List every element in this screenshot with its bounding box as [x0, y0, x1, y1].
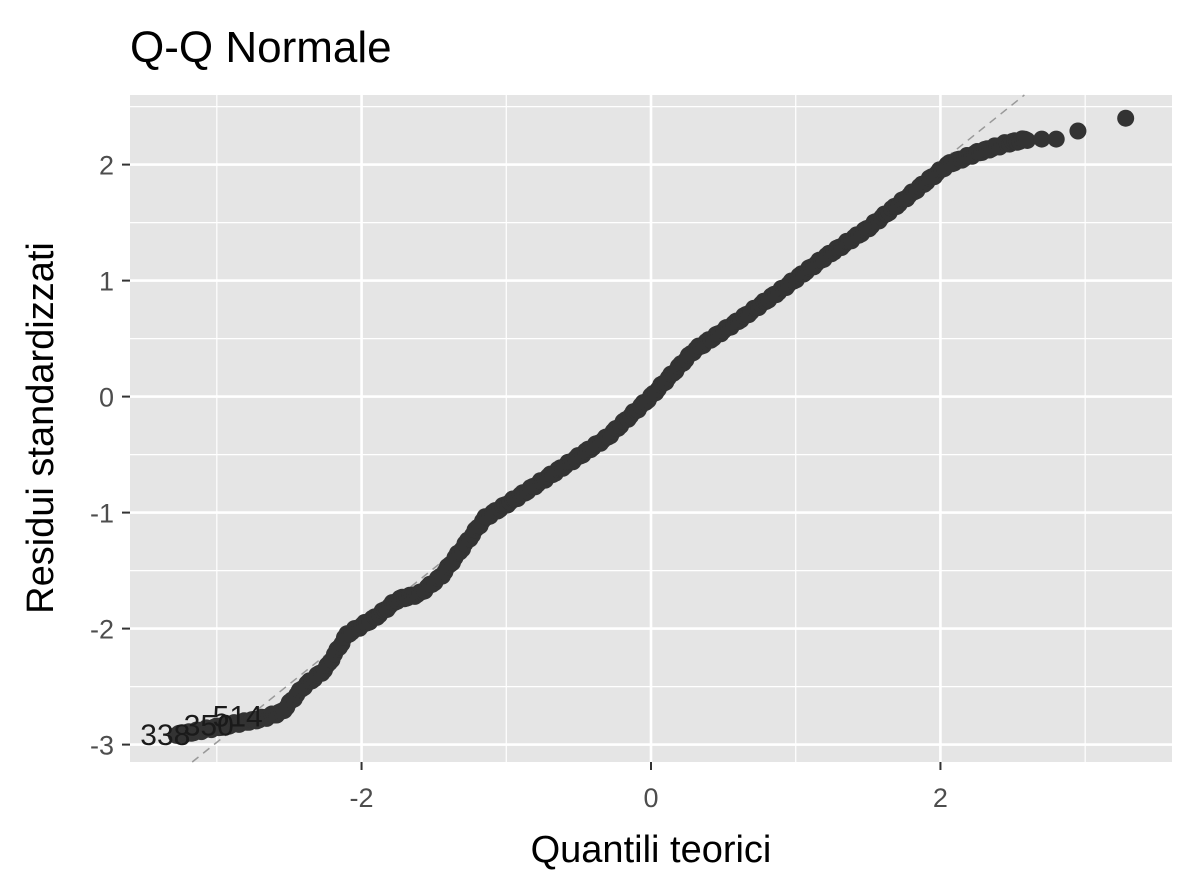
- data-point: [1047, 130, 1065, 148]
- point-label: 514: [213, 700, 263, 733]
- data-point: [1069, 122, 1087, 140]
- y-axis-ticks: -3 -2 -1 0 1 2: [90, 151, 130, 761]
- data-point: [1033, 130, 1051, 148]
- x-tick-label: 0: [643, 783, 658, 813]
- y-tick-label: 2: [99, 151, 114, 181]
- x-tick-label: -2: [350, 783, 374, 813]
- data-points: [167, 109, 1135, 744]
- y-tick-label: 0: [99, 383, 114, 413]
- y-tick-label: -3: [90, 731, 114, 761]
- data-point: [1018, 131, 1036, 149]
- x-axis-ticks: -2 0 2: [350, 762, 948, 813]
- x-axis-title: Quantili teorici: [531, 829, 772, 871]
- y-tick-label: -2: [90, 615, 114, 645]
- point-label: 338: [140, 719, 190, 752]
- chart-title: Q-Q Normale: [130, 23, 392, 72]
- x-tick-label: 2: [933, 783, 948, 813]
- y-tick-label: 1: [99, 267, 114, 297]
- point-label: 350: [184, 710, 234, 743]
- y-tick-label: -1: [90, 499, 114, 529]
- data-point: [1117, 109, 1135, 127]
- y-axis-title: Residui standardizzati: [20, 242, 62, 614]
- grid-major: [130, 95, 1172, 762]
